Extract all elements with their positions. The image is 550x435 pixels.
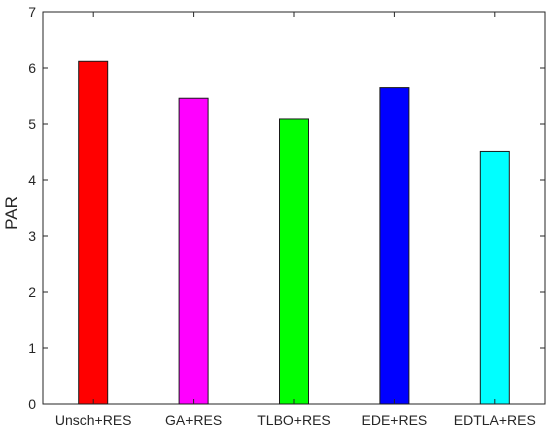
bar <box>78 60 109 405</box>
y-tick-label: 5 <box>28 116 36 132</box>
y-tick-label: 7 <box>28 4 36 20</box>
y-tick-label: 4 <box>28 172 36 188</box>
y-axis-label: PAR <box>2 196 21 230</box>
x-tick-label: EDE+RES <box>362 412 428 428</box>
bar <box>279 118 309 405</box>
x-tick-label: TLBO+RES <box>257 412 331 428</box>
y-tick-label: 6 <box>28 60 36 76</box>
y-tick-label: 2 <box>28 284 36 300</box>
bar <box>479 150 510 405</box>
y-tick-label: 0 <box>28 396 36 412</box>
x-tick-label: GA+RES <box>165 412 222 428</box>
x-tick-label: Unsch+RES <box>55 412 132 428</box>
bar <box>379 87 410 405</box>
plot-area: 0 1 2 3 4 5 6 7 Unsch+RES GA+RES TLBO+RES EDE+RES ED… <box>28 4 546 428</box>
y-tick-label: 1 <box>28 340 36 356</box>
bar <box>178 97 209 405</box>
x-tick-label: EDTLA+RES <box>454 412 536 428</box>
y-tick-label: 3 <box>28 228 36 244</box>
